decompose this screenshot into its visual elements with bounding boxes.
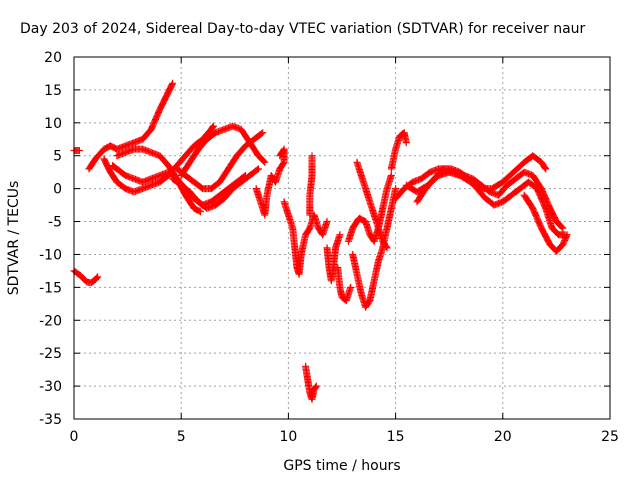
x-tick-label: 5 <box>177 429 186 445</box>
x-tick-label: 10 <box>279 429 297 445</box>
series-track-o <box>334 264 354 304</box>
y-tick-label: 15 <box>44 83 62 99</box>
series-track-a <box>71 147 83 154</box>
y-tick-label: -15 <box>39 280 62 296</box>
sdtvar-chart: Day 203 of 2024, Sidereal Day-to-day VTE… <box>0 0 640 480</box>
series-track-q <box>349 185 399 311</box>
series-markers <box>71 267 102 286</box>
series-markers <box>302 363 320 403</box>
y-tick-label: 10 <box>44 116 62 132</box>
x-tick-label: 15 <box>387 429 405 445</box>
y-tick-label: 20 <box>44 50 62 66</box>
chart-title: Day 203 of 2024, Sidereal Day-to-day VTE… <box>20 21 586 37</box>
data-series <box>71 80 571 403</box>
series-markers <box>349 185 399 311</box>
series-track-b <box>71 267 102 286</box>
series-markers <box>306 152 315 218</box>
y-tick-label: 5 <box>53 149 62 165</box>
y-tick-label: -25 <box>39 346 62 362</box>
x-axis-title: GPS time / hours <box>283 458 400 474</box>
y-tick-label: -35 <box>39 412 62 428</box>
y-tick-label: -5 <box>48 215 62 231</box>
series-track-m <box>306 152 315 218</box>
series-markers <box>388 129 410 172</box>
y-axis-title: SDTVAR / TECUs <box>6 181 22 296</box>
x-tick-label: 0 <box>70 429 79 445</box>
x-tick-label: 25 <box>601 429 619 445</box>
y-tick-label: -20 <box>39 313 62 329</box>
y-tick-label: 0 <box>53 182 62 198</box>
series-markers <box>71 147 83 154</box>
x-tick-label: 20 <box>494 429 512 445</box>
series-track-s <box>388 129 410 172</box>
series-track-l <box>302 363 320 403</box>
series-markers <box>334 264 354 304</box>
y-tick-label: -10 <box>39 247 62 263</box>
y-tick-label: -30 <box>39 379 62 395</box>
